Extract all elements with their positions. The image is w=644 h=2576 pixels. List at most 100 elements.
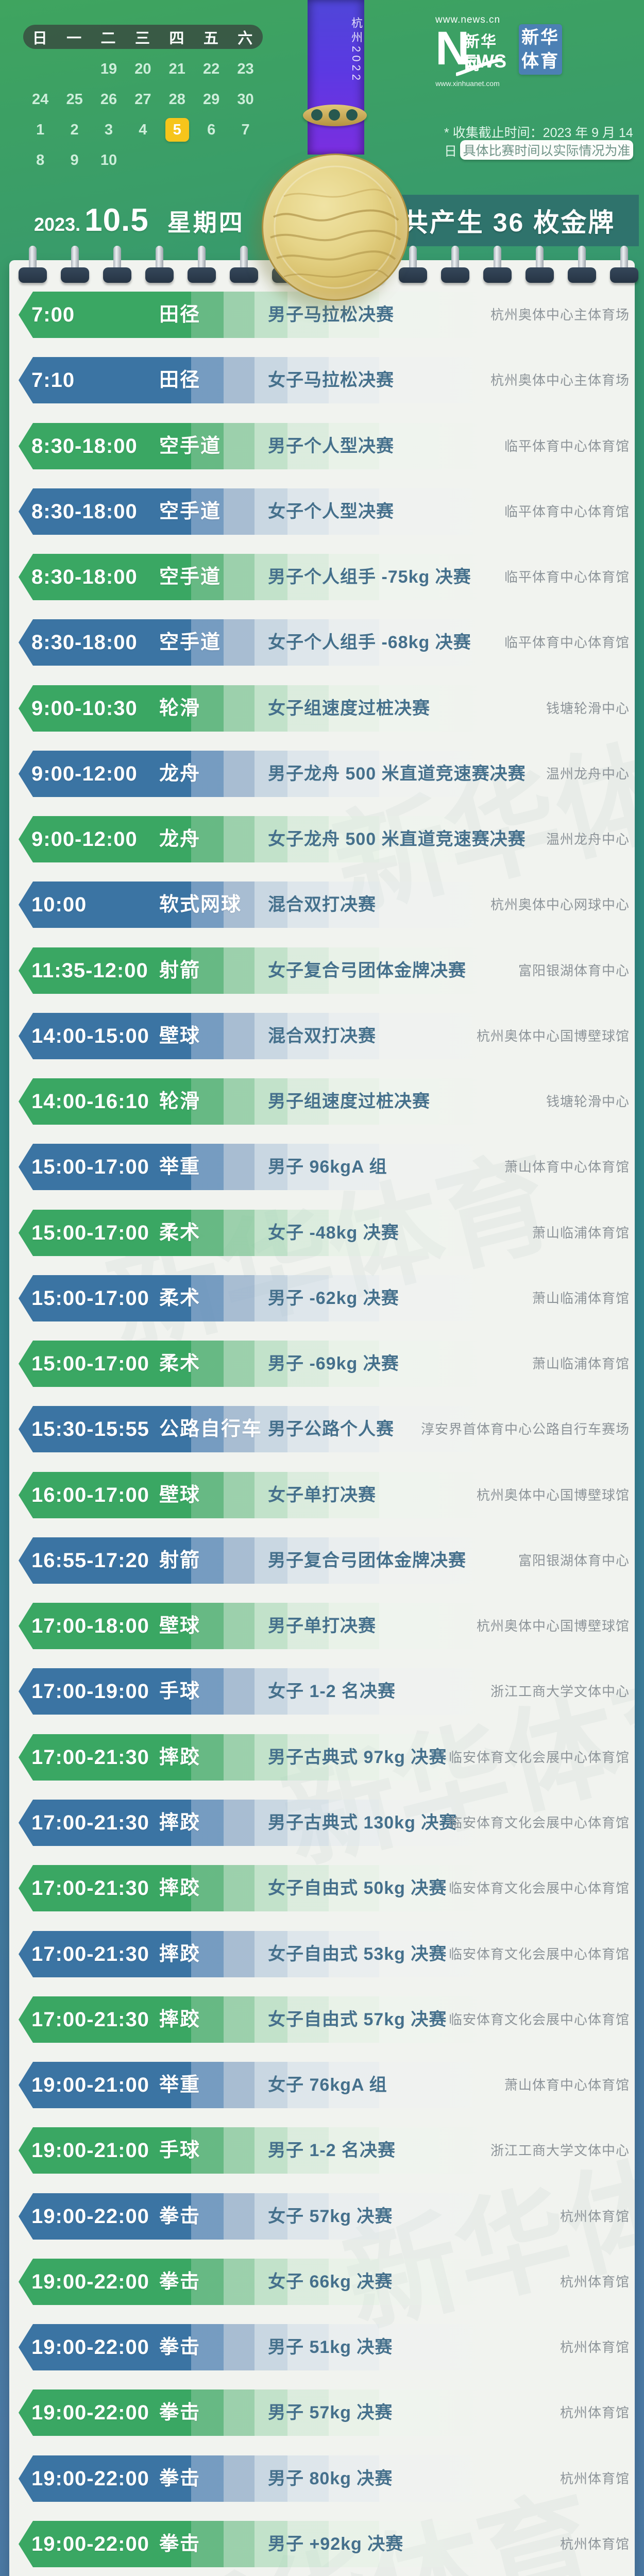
calendar-date-cell: 5 bbox=[160, 114, 194, 145]
row-venue: 杭州体育馆 bbox=[560, 2405, 630, 2420]
row-event: 男子 -62kg 决赛 bbox=[268, 1289, 399, 1308]
row-event: 男子 57kg 决赛 bbox=[268, 2403, 393, 2422]
schedule-row: 9:00-10:30 轮滑 女子组速度过桩决赛 钱塘轮滑中心 bbox=[9, 685, 635, 732]
row-banner bbox=[19, 2259, 485, 2305]
row-banner bbox=[19, 2324, 485, 2370]
row-event: 男子 51kg 决赛 bbox=[268, 2337, 393, 2357]
calendar-date-cell: 19 bbox=[100, 60, 117, 77]
row-venue: 富阳银湖体育中心 bbox=[518, 963, 630, 978]
row-sport: 公路自行车 bbox=[159, 1418, 263, 1440]
calendar-weekday: 日 bbox=[32, 30, 48, 47]
schedule-row: 19:00-22:00 拳击 男子 80kg 决赛 杭州体育馆 bbox=[9, 2455, 635, 2502]
row-sport: 轮滑 bbox=[159, 1091, 201, 1112]
row-sport: 柔术 bbox=[159, 1222, 201, 1244]
date-day: 10.5 bbox=[84, 202, 149, 238]
row-event: 男子 -69kg 决赛 bbox=[268, 1354, 399, 1374]
schedule-row: 19:00-22:00 拳击 男子 51kg 决赛 杭州体育馆 bbox=[9, 2324, 635, 2370]
row-sport: 摔跤 bbox=[159, 1943, 201, 1965]
date-line: 2023. 10.5 星期四 bbox=[34, 202, 245, 239]
row-venue: 杭州奥体中心国博壁球馆 bbox=[476, 1487, 630, 1503]
row-event: 女子马拉松决赛 bbox=[268, 370, 394, 390]
row-venue: 杭州体育馆 bbox=[560, 2274, 630, 2290]
row-venue: 临平体育中心体育馆 bbox=[504, 504, 630, 519]
row-sport: 软式网球 bbox=[159, 894, 242, 916]
row-venue: 萧山临浦体育馆 bbox=[532, 1356, 630, 1371]
row-venue: 萧山临浦体育馆 bbox=[532, 1225, 630, 1241]
row-banner bbox=[19, 1931, 485, 1977]
row-venue: 杭州体育馆 bbox=[560, 2471, 630, 2486]
row-sport: 举重 bbox=[159, 2074, 201, 2096]
row-venue: 萧山体育中心体育馆 bbox=[504, 2077, 630, 2093]
schedule-row: 8:30-18:00 空手道 男子个人型决赛 临平体育中心体育馆 bbox=[9, 423, 635, 469]
row-time: 9:00-12:00 bbox=[31, 762, 138, 785]
row-time: 17:00-21:30 bbox=[31, 1811, 149, 1834]
row-time: 8:30-18:00 bbox=[31, 566, 138, 588]
row-banner bbox=[19, 816, 485, 862]
calendar-date-cell bbox=[126, 145, 160, 175]
row-banner bbox=[19, 2127, 485, 2174]
row-event: 混合双打决赛 bbox=[268, 895, 376, 914]
medal-clasp-icon bbox=[303, 105, 367, 126]
row-banner bbox=[19, 2521, 485, 2567]
row-banner bbox=[19, 1537, 485, 1584]
calendar-date-cell: 8 bbox=[36, 151, 45, 168]
row-time: 19:00-22:00 bbox=[31, 2270, 149, 2293]
schedule-row: 9:00-12:00 龙舟 女子龙舟 500 米直道竞速赛决赛 温州龙舟中心 bbox=[9, 816, 635, 862]
row-event: 混合双打决赛 bbox=[268, 1026, 376, 1046]
row-time: 14:00-15:00 bbox=[31, 1025, 149, 1047]
date-year: 2023. bbox=[34, 214, 81, 235]
row-sport: 空手道 bbox=[159, 566, 222, 588]
xinhuanet-news-icon: N 新华网 EWS bbox=[435, 24, 506, 76]
row-time: 19:00-22:00 bbox=[31, 2533, 149, 2555]
row-banner bbox=[19, 1800, 485, 1846]
row-time: 7:00 bbox=[31, 303, 75, 326]
row-sport: 拳击 bbox=[159, 2271, 201, 2293]
row-time: 16:00-17:00 bbox=[31, 1484, 149, 1506]
schedule-row: 7:10 田径 女子马拉松决赛 杭州奥体中心主体育场 bbox=[9, 357, 635, 403]
schedule-row: 8:30-18:00 空手道 男子个人组手 -75kg 决赛 临平体育中心体育馆 bbox=[9, 554, 635, 600]
row-event: 男子古典式 97kg 决赛 bbox=[268, 1748, 447, 1767]
calendar-date-cell bbox=[57, 54, 91, 84]
row-venue: 杭州奥体中心主体育场 bbox=[490, 307, 630, 323]
row-venue: 临安体育文化会展中心体育馆 bbox=[448, 1750, 630, 1765]
row-banner bbox=[19, 2455, 485, 2502]
row-sport: 田径 bbox=[159, 304, 201, 326]
row-time: 19:00-21:00 bbox=[31, 2139, 149, 2162]
row-venue: 杭州体育馆 bbox=[560, 2209, 630, 2224]
row-banner bbox=[19, 1341, 485, 1387]
row-event: 女子龙舟 500 米直道竞速赛决赛 bbox=[268, 829, 526, 849]
calendar-date-cell: 27 bbox=[134, 91, 151, 108]
row-event: 男子 80kg 决赛 bbox=[268, 2469, 393, 2488]
schedule-row: 15:00-17:00 举重 男子 96kgA 组 萧山体育中心体育馆 bbox=[9, 1144, 635, 1190]
row-event: 女子 76kgA 组 bbox=[268, 2075, 387, 2095]
calendar-date-cell: 26 bbox=[100, 91, 117, 108]
row-sport: 拳击 bbox=[159, 2206, 201, 2227]
date-weekday: 星期四 bbox=[167, 209, 245, 236]
calendar-date-cell bbox=[160, 145, 194, 175]
row-event: 男子公路个人赛 bbox=[268, 1419, 394, 1439]
row-event: 女子自由式 50kg 决赛 bbox=[268, 1878, 447, 1898]
calendar-weekday-header: 日 一二三 四 五 六 bbox=[23, 25, 263, 49]
row-venue: 杭州体育馆 bbox=[560, 2536, 630, 2552]
row-sport: 壁球 bbox=[159, 1025, 201, 1047]
row-time: 16:55-17:20 bbox=[31, 1549, 149, 1572]
calendar-grid: 19 20 21 22 23 24 25 26 27 28 29 30 1 2 3 4 5 6 7 8 9 10 bbox=[23, 54, 263, 175]
row-sport: 空手道 bbox=[159, 501, 222, 522]
schedule-row: 15:00-17:00 柔术 男子 -69kg 决赛 萧山临浦体育馆 bbox=[9, 1341, 635, 1387]
row-banner bbox=[19, 554, 485, 600]
row-banner bbox=[19, 751, 485, 797]
medal-ribbon: 杭州2022 bbox=[308, 0, 364, 155]
row-banner bbox=[19, 947, 485, 994]
row-event: 女子自由式 53kg 决赛 bbox=[268, 1944, 447, 1964]
row-venue: 杭州奥体中心主体育场 bbox=[490, 372, 630, 388]
row-event: 女子单打决赛 bbox=[268, 1485, 376, 1505]
row-banner bbox=[19, 882, 485, 928]
row-time: 15:30-15:55 bbox=[31, 1418, 149, 1440]
row-venue: 临安体育文化会展中心体育馆 bbox=[448, 1815, 630, 1831]
row-time: 19:00-22:00 bbox=[31, 2336, 149, 2359]
row-event: 男子单打决赛 bbox=[268, 1616, 376, 1636]
row-venue: 临平体育中心体育馆 bbox=[504, 438, 630, 454]
row-banner bbox=[19, 1668, 485, 1715]
row-venue: 临安体育文化会展中心体育馆 bbox=[448, 1880, 630, 1896]
